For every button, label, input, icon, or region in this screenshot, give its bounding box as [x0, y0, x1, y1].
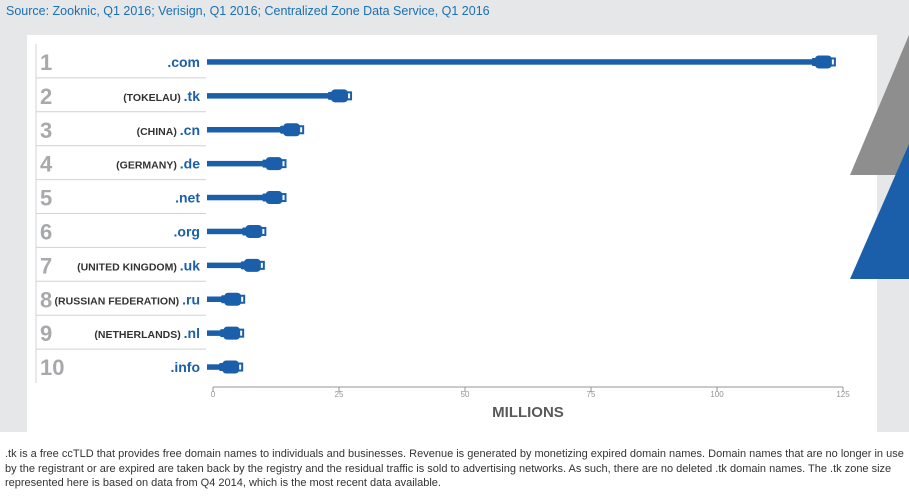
bar: [207, 228, 246, 235]
tld-bar-chart: 1 .com 2 (TOKELAU) .tk 3 (CHINA) .cn 4 (GERMANY…: [35, 44, 850, 421]
tld-name: .cn: [180, 122, 200, 138]
tld-name: .de: [180, 156, 200, 172]
x-axis-tick-label: 125: [836, 390, 850, 399]
chart-card: [27, 35, 877, 432]
footnote: .tk is a free ccTLD that provides free d…: [5, 448, 904, 489]
bar: [207, 160, 266, 167]
x-axis-tick-label: 75: [587, 390, 596, 399]
tld-label: .net: [175, 190, 200, 206]
rank-number: 1: [40, 50, 52, 75]
tld-label: (UNITED KINGDOM) .uk: [77, 257, 200, 273]
bar-plug: [245, 224, 263, 238]
bar-plug: [814, 55, 832, 69]
bar-plug-collar: [221, 295, 226, 304]
bar: [207, 127, 284, 133]
bar: [207, 93, 332, 99]
x-axis-tick-label: 100: [710, 390, 724, 399]
bar-plug-collar: [280, 125, 285, 134]
country-name: (GERMANY): [116, 160, 180, 172]
bar-plug-tip: [280, 159, 287, 169]
rank-number: 2: [40, 84, 52, 109]
x-axis-tick-label: 0: [211, 390, 216, 399]
bar: [207, 364, 223, 370]
x-axis-tick-label: 50: [461, 390, 470, 399]
tld-label: (CHINA) .cn: [137, 122, 200, 138]
source-bar: Source: Zooknic, Q1 2016; Verisign, Q1 2…: [0, 0, 909, 24]
bar: [207, 330, 224, 336]
rank-number: 5: [40, 186, 52, 211]
tld-name: .com: [167, 54, 200, 70]
bar-plug-collar: [220, 329, 225, 338]
bar-plug-collar: [219, 363, 224, 372]
chart-panel: [0, 24, 909, 432]
bar-plug: [222, 360, 240, 374]
bar-plug-tip: [258, 260, 265, 270]
bar: [207, 296, 225, 302]
rank-number: 8: [40, 287, 52, 312]
bar-plug-tip: [260, 226, 267, 236]
rank-number: 7: [40, 253, 52, 278]
bar: [207, 194, 266, 201]
bar-plug-tip: [280, 193, 287, 203]
tld-name: .uk: [180, 257, 200, 273]
bar-plug-collar: [811, 57, 816, 66]
tld-name: .org: [174, 223, 200, 239]
rank-number: 10: [40, 355, 64, 380]
tld-label: .com: [167, 54, 200, 70]
bar-plug: [283, 123, 301, 137]
country-name: (UNITED KINGDOM): [77, 261, 180, 273]
x-axis-tick-label: 25: [335, 390, 344, 399]
tld-name: .nl: [184, 325, 200, 341]
tld-label: .org: [174, 223, 200, 239]
bar-plug-collar: [242, 227, 247, 236]
rank-number: 3: [40, 118, 52, 143]
bar-plug: [331, 89, 349, 103]
bar-plug-tip: [298, 125, 305, 135]
bar-plug-collar: [328, 91, 333, 100]
tld-name: .tk: [184, 88, 201, 104]
tld-label: (GERMANY) .de: [116, 156, 200, 172]
bar-plug-tip: [239, 294, 246, 304]
bar-plug-collar: [262, 193, 267, 202]
source-text: Source: Zooknic, Q1 2016; Verisign, Q1 2…: [6, 4, 490, 18]
rank-number: 9: [40, 321, 52, 346]
bar-plug-collar: [240, 261, 245, 270]
country-name: (CHINA): [137, 126, 180, 138]
bar-plug-collar: [262, 159, 267, 168]
bar-plug: [223, 326, 241, 340]
country-name: (NETHERLANDS): [94, 329, 183, 341]
bar-plug-tip: [346, 91, 353, 101]
tld-label: (TOKELAU) .tk: [123, 88, 200, 104]
bar-plug-tip: [238, 328, 245, 338]
tld-label: .info: [170, 359, 200, 375]
bar-plug: [224, 292, 242, 306]
tld-name: .info: [170, 359, 200, 375]
bar: [207, 262, 244, 269]
bar-plug-tip: [829, 57, 836, 67]
country-name: (RUSSIAN FEDERATION): [55, 295, 183, 307]
tld-label: (NETHERLANDS) .nl: [94, 325, 200, 341]
tld-name: .net: [175, 190, 200, 206]
tld-name: .ru: [182, 291, 200, 307]
bar-plug: [265, 157, 283, 171]
bar-plug: [243, 258, 261, 272]
country-name: (TOKELAU): [123, 92, 183, 104]
bar: [207, 59, 815, 65]
x-axis-label: MILLIONS: [492, 404, 564, 421]
tld-label: (RUSSIAN FEDERATION) .ru: [55, 291, 200, 307]
rank-number: 6: [40, 219, 52, 244]
bar-plug: [265, 191, 283, 205]
bar-plug-tip: [237, 362, 244, 372]
rank-number: 4: [40, 152, 53, 177]
